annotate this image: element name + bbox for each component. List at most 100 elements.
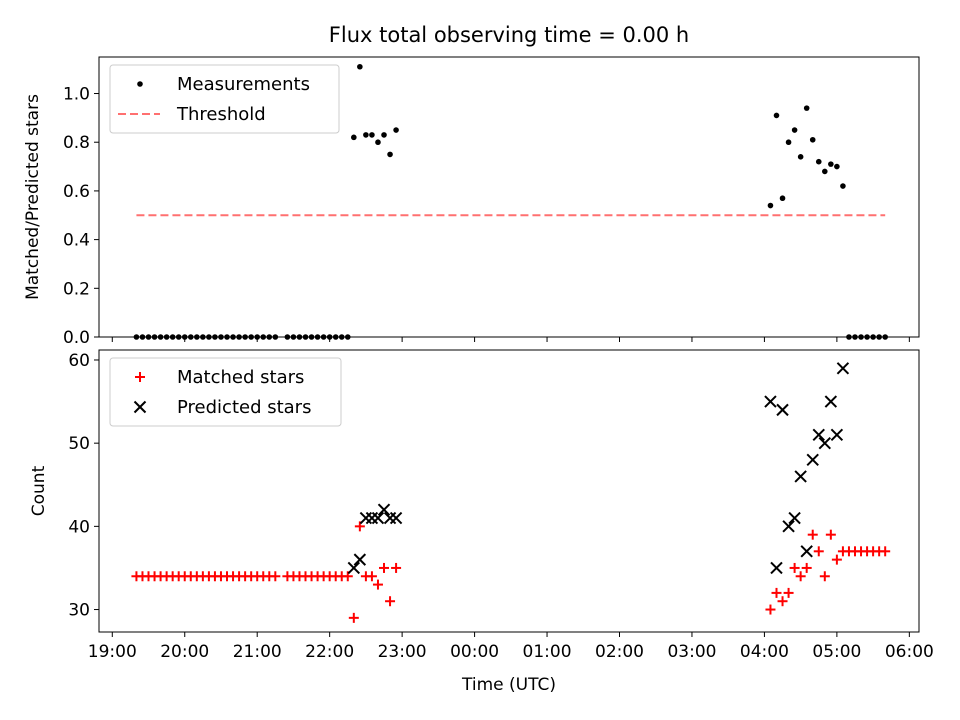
y-axis-label: Matched/Predicted stars [23, 94, 43, 300]
y-tick-label: 1.0 [63, 85, 90, 105]
predicted-star-marker [830, 428, 844, 442]
matched-star-marker [831, 554, 842, 565]
y-tick-label: 40 [68, 517, 90, 537]
predicted-star-marker [776, 403, 789, 417]
x-tick-label: 21:00 [233, 642, 282, 662]
matched-star-marker [801, 562, 812, 573]
measurement-point [151, 334, 158, 340]
legend: Matched stars Predicted stars [109, 357, 342, 427]
y-tick-label: 0.6 [63, 182, 90, 202]
measurement-point [242, 334, 248, 340]
measurement-point [344, 334, 351, 340]
matched-star-marker [354, 521, 365, 532]
measurement-point [369, 132, 375, 138]
predicted-marker-b [794, 470, 807, 483]
x-tick-label: 01:00 [523, 642, 572, 662]
measurement-point [248, 334, 254, 340]
matched-star-marker [366, 571, 377, 582]
measurement-point [266, 334, 273, 340]
x-tick-label: 00:00 [450, 642, 499, 662]
measurement-point [187, 334, 194, 340]
legend-label: Predicted stars [177, 397, 311, 418]
predicted-star-marker [764, 395, 777, 408]
measurement-point [767, 202, 774, 209]
measurement-point [302, 334, 309, 340]
matched-star-marker [379, 562, 390, 573]
measurement-point [381, 132, 387, 138]
predicted-marker-b [788, 511, 801, 525]
measurement-point [206, 334, 212, 340]
predicted-star-marker [770, 561, 783, 575]
y-tick-label: 0.0 [63, 328, 90, 348]
x-tick-label: 04:00 [740, 642, 789, 662]
predicted-star-marker [389, 511, 403, 525]
predicted-star-marker [812, 428, 825, 442]
predicted-star-marker [794, 470, 807, 483]
measurement-point [290, 334, 297, 340]
measurement-point [797, 154, 804, 160]
measurement-point [882, 334, 888, 340]
measurement-point [338, 334, 345, 340]
x-tick-label: 22:00 [305, 642, 354, 662]
predicted-marker-b [782, 520, 795, 533]
y-tick-label: 50 [68, 434, 90, 454]
predicted-star-marker [383, 511, 397, 525]
measurement-point [272, 334, 279, 340]
bottom-panel-star-counts: 19:00 20:00 21:00 22:00 23:00 00:00 01:00 02:00… [29, 349, 934, 695]
x-axis-label: Time (UTC) [461, 675, 556, 695]
measurement-point [230, 334, 236, 340]
matched-star-marker [342, 571, 353, 582]
measurement-point [194, 334, 200, 340]
predicted-marker-b [818, 436, 832, 450]
measurement-point [308, 334, 315, 340]
measurement-point [224, 334, 230, 340]
matched-star-marker [783, 587, 794, 598]
measurement-point [870, 334, 876, 340]
y-tick-label: 0.8 [63, 133, 90, 153]
y-tick-label: 0.2 [63, 279, 90, 299]
x-tick-label: 05:00 [812, 642, 861, 662]
matched-star-marker [391, 562, 402, 573]
measurement-point [876, 334, 882, 340]
x-tick-label: 20:00 [160, 642, 209, 662]
legend-box [109, 64, 340, 134]
measurement-point [169, 334, 176, 340]
measurement-point [852, 334, 858, 340]
matched-star-marker [771, 587, 782, 598]
measurement-point [834, 163, 840, 170]
measurement-point [846, 334, 852, 340]
legend-label: Matched stars [177, 367, 304, 388]
matched-star-marker [777, 596, 788, 607]
measurement-point [387, 151, 393, 158]
measurement-point [157, 334, 164, 340]
chart-title: Flux total observing time = 0.00 h [329, 23, 689, 47]
x-tick-label: 19:00 [88, 642, 137, 662]
legend-label: Threshold [176, 104, 266, 125]
measurement-point [218, 334, 224, 340]
measurement-point [332, 334, 339, 340]
measurement-point [375, 139, 381, 146]
measurement-point [351, 134, 357, 141]
plot-area-frame [98, 349, 920, 633]
measurement-point [254, 334, 261, 340]
predicted-marker-b [800, 545, 813, 558]
matched-star-marker [825, 529, 836, 540]
y-tick-label: 30 [68, 601, 90, 621]
legend-marker-measurements [137, 81, 143, 87]
legend-label: Measurements [177, 74, 310, 95]
predicted-star-marker [824, 395, 838, 408]
measurement-point [296, 334, 303, 340]
matched-star-marker [819, 571, 830, 582]
measurement-point [139, 334, 146, 340]
matched-star-marker [385, 596, 396, 607]
x-tick-label: 03:00 [667, 642, 716, 662]
predicted-star-marker [365, 511, 379, 525]
predicted-marker-b [371, 511, 385, 525]
measurement-point [828, 161, 834, 167]
predicted-marker-b [824, 395, 838, 408]
predicted-star-marker [371, 511, 385, 525]
matched-star-marker [880, 546, 891, 557]
matched-star-marker [813, 546, 824, 557]
measurement-point [791, 127, 798, 133]
matched-star-marker [807, 529, 818, 540]
